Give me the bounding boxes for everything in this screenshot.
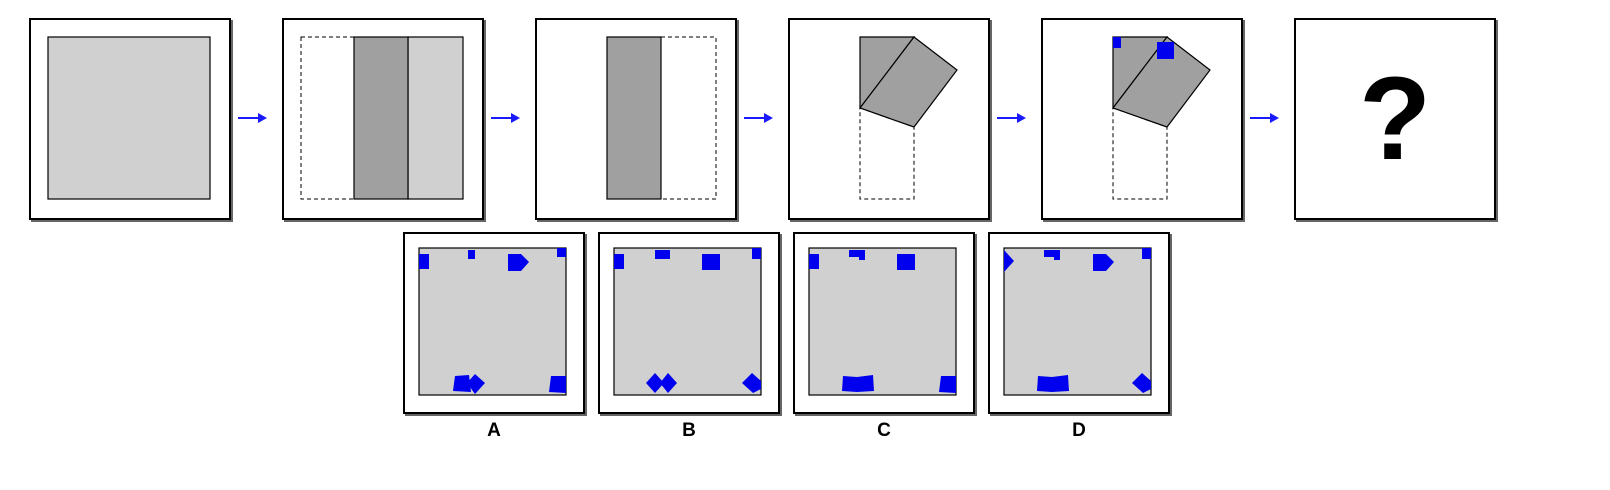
diagonal-flap	[1112, 36, 1211, 128]
step-3-figure	[606, 36, 717, 200]
step-1-panel	[29, 18, 231, 220]
hole-top-left	[614, 254, 624, 269]
hole-top-left	[1004, 250, 1014, 272]
paper-square	[418, 247, 567, 396]
option-c[interactable]	[793, 232, 975, 414]
hole-top-square	[702, 254, 720, 270]
paper-square	[47, 36, 211, 200]
hole-bottom-diamond-right	[660, 373, 677, 393]
punched-hole-large	[1157, 42, 1174, 59]
unfolded-strip	[407, 36, 464, 200]
hole-bottom-right	[939, 376, 956, 393]
option-a[interactable]	[403, 232, 585, 414]
arrow-3-icon	[744, 113, 773, 123]
paper-square	[1003, 247, 1152, 396]
question-mark: ?	[1358, 53, 1432, 185]
step-1-figure	[47, 36, 211, 200]
punched-hole-small	[1113, 37, 1121, 48]
option-b-label: B	[682, 420, 696, 441]
hole-top-arrow	[508, 254, 529, 271]
question-panel: ?	[1294, 18, 1496, 220]
hole-top-mid	[468, 250, 475, 259]
hole-bottom-diamond-left	[646, 373, 664, 393]
arrow-1-icon	[238, 113, 267, 123]
paper-square	[613, 247, 762, 396]
folded-strip	[606, 36, 662, 200]
hole-top-right	[557, 248, 566, 257]
step-2-figure	[300, 36, 464, 200]
hole-bottom-left	[453, 375, 471, 392]
step-4-panel	[788, 18, 990, 220]
hole-top-left	[809, 254, 819, 269]
hole-top-mid	[1044, 250, 1060, 260]
arrow-4-icon	[997, 113, 1026, 123]
arrow-2-icon	[491, 113, 520, 123]
hole-top-mid	[849, 250, 865, 260]
option-a-label: A	[487, 420, 501, 441]
option-d-figure	[1003, 247, 1152, 396]
paper-square	[808, 247, 957, 396]
option-c-figure	[808, 247, 957, 396]
step-3-panel	[535, 18, 737, 220]
folded-outline	[660, 36, 717, 200]
hole-top-right	[752, 248, 761, 259]
step-5-figure	[1112, 36, 1211, 200]
folded-strip	[353, 36, 409, 200]
hole-top-square	[897, 254, 915, 270]
hole-bottom-right	[742, 373, 761, 393]
option-d[interactable]	[988, 232, 1170, 414]
hole-bottom-center	[842, 375, 874, 392]
hole-top-left	[419, 254, 429, 269]
hole-top-arrow	[1093, 254, 1114, 271]
option-a-figure	[418, 247, 567, 396]
hole-top-mid	[655, 250, 670, 259]
option-b[interactable]	[598, 232, 780, 414]
step-2-panel	[282, 18, 484, 220]
hole-top-right	[1142, 248, 1151, 259]
hole-bottom-center	[1037, 375, 1069, 392]
hole-bottom-diamond	[467, 374, 485, 394]
option-d-label: D	[1072, 420, 1086, 441]
arrow-5-icon	[1250, 113, 1279, 123]
step-5-panel	[1041, 18, 1243, 220]
diagonal-flap	[859, 36, 958, 128]
option-b-figure	[613, 247, 762, 396]
option-c-label: C	[877, 420, 891, 441]
hole-bottom-right	[549, 376, 566, 393]
hole-bottom-right	[1132, 373, 1151, 393]
step-4-figure	[859, 36, 958, 200]
